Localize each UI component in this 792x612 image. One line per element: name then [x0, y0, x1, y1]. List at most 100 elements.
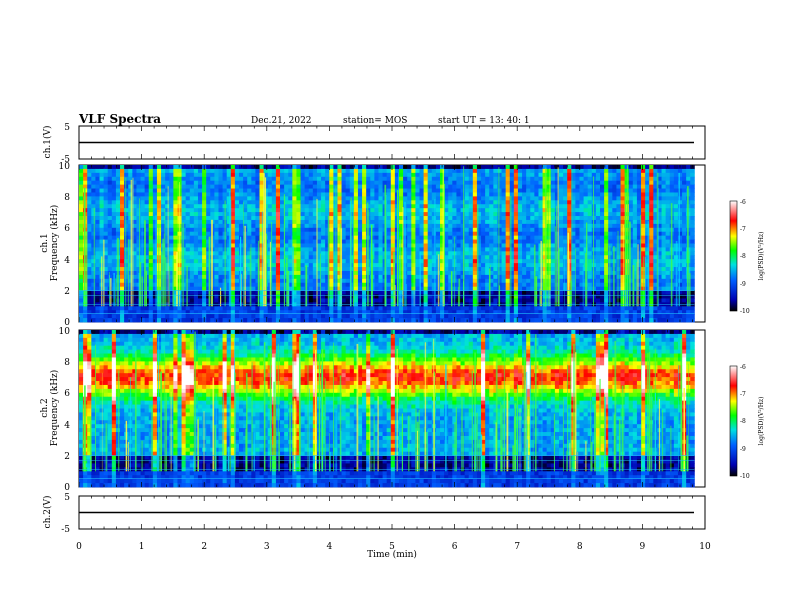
ch1-spectrogram-cell	[505, 227, 511, 233]
ch1-spectrogram-cell	[431, 267, 437, 272]
ch1-spectrogram-cell	[292, 282, 297, 288]
ch1-spectrogram-cell	[509, 282, 515, 288]
ch1-spectrogram-cell	[567, 216, 572, 221]
ch1-spectrogram-cell	[546, 208, 552, 213]
ch1-spectrogram-cell	[653, 172, 658, 178]
ch1-spectrogram-cell	[292, 208, 297, 213]
ch1-spectrogram-cell	[386, 188, 392, 193]
ch1-spectrogram-cell	[517, 184, 523, 189]
ch1-spectrogram-cell	[95, 168, 100, 174]
ch1-spectrogram-cell	[316, 172, 322, 178]
ch1-spectrogram-cell	[128, 200, 133, 205]
ch1-spectrogram-cell	[583, 184, 589, 189]
ch1-spectrogram-cell	[398, 286, 404, 292]
ch1-spectrogram-cell	[124, 290, 129, 295]
ch1-spectrogram-cell	[583, 204, 589, 209]
ch1-spectrogram-cell	[124, 278, 129, 284]
ch1-spectrogram-cell	[616, 200, 621, 205]
ch1-spectrogram-cell	[464, 188, 470, 193]
ch1-spectrogram-cell	[575, 235, 580, 240]
ch1-spectrogram-cell	[132, 270, 137, 276]
ch1-spectrogram-cell	[505, 223, 511, 229]
ch1-spectrogram-cell	[444, 239, 449, 244]
ch1-spectrogram-cell	[226, 188, 232, 193]
ch1-spectrogram-cell	[485, 267, 490, 272]
ch1-spectrogram-cell	[411, 270, 416, 276]
ch1-spectrogram-cell	[509, 259, 515, 264]
ch1-spectrogram-cell	[193, 192, 199, 197]
ch1-spectrogram-cell	[251, 212, 256, 217]
ch1-spectrogram-cell	[563, 267, 568, 272]
ch1-spectrogram-cell	[481, 270, 486, 276]
ch1-spectrogram-cell	[185, 172, 191, 178]
ch1-spectrogram-cell	[686, 176, 691, 182]
ch1-spectrogram-cell	[604, 255, 609, 260]
ch1-spectrogram-cell	[124, 219, 129, 225]
ch1-spectrogram-cell	[481, 208, 486, 213]
ch1-spectrogram-cell	[197, 219, 203, 225]
ch1-spectrogram-cell	[230, 204, 236, 209]
ch1-spectrogram-cell	[460, 168, 466, 174]
ch1-spectrogram-cell	[378, 212, 383, 217]
ch1-spectrogram-cell	[230, 165, 236, 170]
ch1-spectrogram-cell	[501, 188, 507, 193]
ch1-spectrogram-cell	[616, 274, 621, 280]
ch1-spectrogram-cell	[107, 216, 113, 221]
ch1-spectrogram-cell	[505, 212, 511, 217]
ch1-spectrogram-cell	[292, 243, 297, 248]
ch1-spectrogram-cell	[546, 243, 552, 248]
ch1-spectrogram-cell	[234, 251, 240, 256]
ch1-spectrogram-cell	[308, 188, 314, 193]
ch1-spectrogram-cell	[218, 247, 223, 252]
ch1-spectrogram-cell	[682, 165, 687, 170]
ch1-spectrogram-cell	[132, 278, 137, 284]
ch1-spectrogram-cell	[329, 196, 334, 201]
ch1-spectrogram-cell	[628, 243, 634, 248]
ch1-spectrogram-cell	[423, 208, 429, 213]
ch1-spectrogram-cell	[591, 247, 597, 252]
ch1-spectrogram-cell	[431, 227, 437, 233]
ch1-spectrogram-cell	[563, 200, 568, 205]
ch1-spectrogram-cell	[649, 247, 654, 252]
ch1-spectrogram-cell	[304, 263, 310, 268]
ch1-spectrogram-cell	[628, 227, 634, 233]
ch1-spectrogram-cell	[440, 243, 445, 248]
ch1-spectrogram-cell	[493, 278, 498, 284]
ch1-spectrogram-cell	[645, 200, 650, 205]
ch1-spectrogram-cell	[296, 270, 301, 276]
ch1-spectrogram-cell	[169, 208, 174, 213]
ch1-spectrogram-cell	[210, 176, 215, 182]
ch1-spectrogram-cell	[554, 196, 560, 201]
ch1-spectrogram-cell	[653, 259, 658, 264]
ch1-spectrogram-cell	[665, 274, 671, 280]
ch1-spectrogram-cell	[587, 282, 593, 288]
ch1-spectrogram-cell	[677, 200, 683, 205]
ch1-spectrogram-cell	[378, 176, 383, 182]
ch1-spectrogram-cell	[464, 274, 470, 280]
ch1-spectrogram-cell	[357, 184, 363, 189]
ch1-spectrogram-cell	[649, 227, 654, 233]
ch1-spectrogram-cell	[567, 223, 572, 229]
ch1-spectrogram-cell	[423, 223, 429, 229]
ch1-spectrogram-cell	[210, 200, 215, 205]
ch1-spectrogram-cell	[616, 204, 621, 209]
ch1-spectrogram-cell	[448, 204, 453, 209]
ch1-spectrogram-cell	[275, 212, 281, 217]
ch1-spectrogram-cell	[604, 251, 609, 256]
ch1-spectrogram-cell	[189, 204, 195, 209]
ch1-spectrogram-cell	[345, 239, 351, 244]
ch1-spectrogram-cell	[579, 216, 584, 221]
ch1-spectrogram-cell	[550, 247, 556, 252]
ch1-spectrogram-cell	[296, 212, 301, 217]
ch1-spectrogram-cell	[329, 165, 334, 170]
ch1-spectrogram-cell	[431, 223, 437, 229]
ch1-spectrogram-cell	[214, 188, 219, 193]
ch1-spectrogram-cell	[440, 282, 445, 288]
ch1-spectrogram-cell	[152, 168, 158, 174]
ch1-spectrogram-cell	[251, 180, 256, 186]
ch1-spectrogram-cell	[419, 223, 424, 229]
ch1-spectrogram-cell	[189, 227, 195, 233]
ch1-spectrogram-cell	[616, 176, 621, 182]
ch1-spectrogram-cell	[292, 223, 297, 229]
ch1-spectrogram-cell	[390, 278, 396, 284]
